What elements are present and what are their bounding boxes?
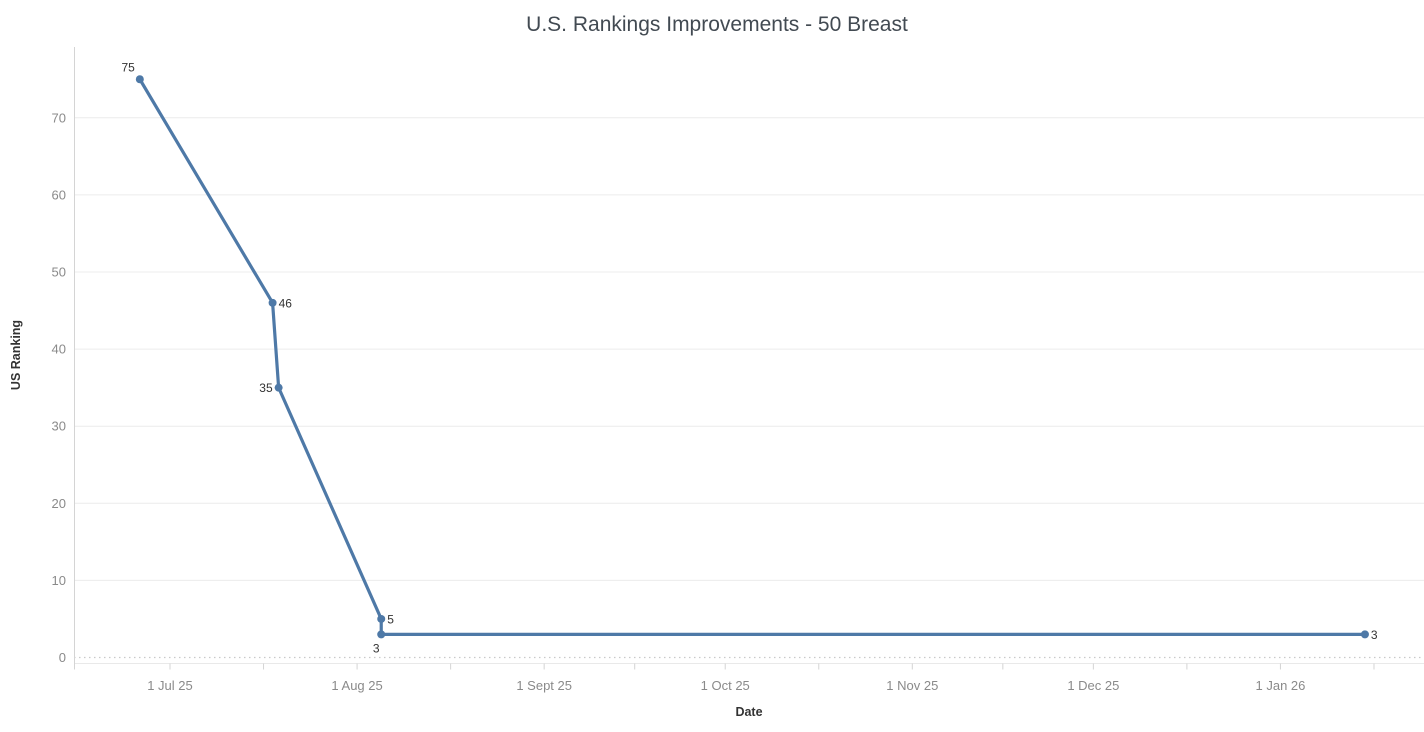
y-tick-label: 0 xyxy=(59,650,66,665)
x-tick-label: 1 Nov 25 xyxy=(886,678,938,693)
data-point-label: 35 xyxy=(259,381,273,395)
x-tick-label: 1 Dec 25 xyxy=(1067,678,1119,693)
data-point[interactable] xyxy=(274,383,283,392)
data-point[interactable] xyxy=(377,614,386,623)
data-point-label: 46 xyxy=(279,296,293,310)
y-tick-label: 20 xyxy=(52,496,66,511)
y-tick-label: 70 xyxy=(52,110,66,125)
x-tick-label: 1 Oct 25 xyxy=(701,678,750,693)
y-tick-label: 40 xyxy=(52,342,66,357)
data-point-label: 3 xyxy=(373,641,380,655)
data-point-label: 3 xyxy=(1371,628,1378,642)
data-point[interactable] xyxy=(377,630,386,639)
data-point-label: 5 xyxy=(387,612,394,626)
series-line[interactable] xyxy=(138,77,1367,636)
x-axis-title: Date xyxy=(735,705,762,719)
data-point[interactable] xyxy=(268,298,277,307)
data-point[interactable] xyxy=(135,75,144,84)
x-tick-label: 1 Sept 25 xyxy=(516,678,572,693)
x-tick-label: 1 Jan 26 xyxy=(1256,678,1306,693)
y-tick-label: 50 xyxy=(52,265,66,280)
y-axis-title: US Ranking xyxy=(9,320,23,390)
x-tick-label: 1 Jul 25 xyxy=(147,678,193,693)
y-tick-label: 60 xyxy=(52,187,66,202)
data-point[interactable] xyxy=(1360,630,1369,639)
chart-title: U.S. Rankings Improvements - 50 Breast xyxy=(526,13,908,36)
x-tick-label: 1 Aug 25 xyxy=(331,678,382,693)
y-tick-label: 10 xyxy=(52,573,66,588)
y-tick-label: 30 xyxy=(52,419,66,434)
data-point-label: 75 xyxy=(121,60,135,74)
